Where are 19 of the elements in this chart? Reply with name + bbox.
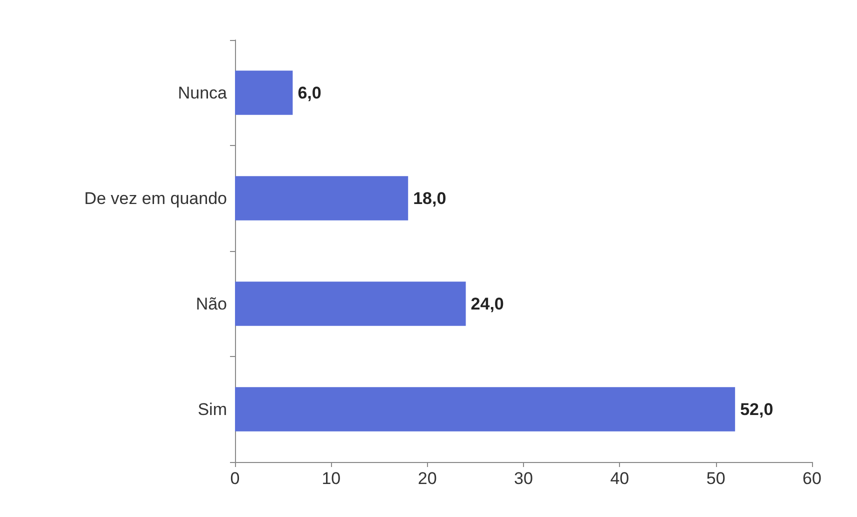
data-label: 24,0 [470, 294, 504, 314]
bar [235, 176, 408, 220]
x-tick-label: 10 [322, 469, 341, 488]
x-tick-label: 20 [418, 469, 437, 488]
bar [235, 387, 736, 432]
data-label: 52,0 [740, 400, 774, 419]
bar [235, 282, 466, 326]
x-tick-label: 50 [706, 469, 726, 488]
y-tick-label: Não [196, 294, 227, 314]
y-tick-label: De vez em quando [84, 188, 227, 208]
data-label: 6,0 [298, 83, 322, 102]
x-tick-label: 30 [514, 469, 533, 488]
x-tick-label: 40 [610, 469, 630, 488]
data-label: 18,0 [413, 188, 446, 208]
y-tick-label: Sim [198, 400, 227, 419]
bar [235, 70, 293, 115]
y-tick-label: Nunca [178, 83, 228, 102]
x-tick-label: 60 [802, 469, 822, 488]
x-tick-label: 0 [230, 469, 240, 488]
